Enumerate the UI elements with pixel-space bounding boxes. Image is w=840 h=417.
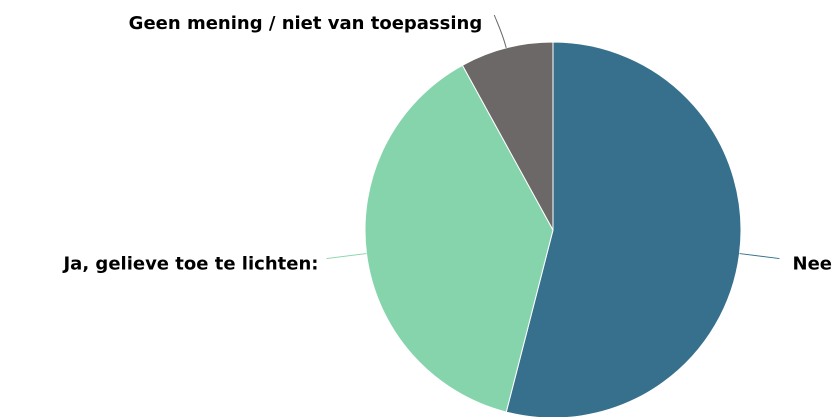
pie-slice — [461, 41, 554, 231]
leader-line — [326, 253, 367, 260]
leader-line — [493, 14, 507, 49]
slice-label: Ja, gelieve toe te lichten: — [61, 254, 318, 275]
slice-label: Geen mening / niet van toepassing — [129, 13, 483, 34]
leader-line — [739, 253, 780, 260]
slice-label: Nee — [793, 254, 832, 275]
pie-slice — [505, 41, 742, 417]
